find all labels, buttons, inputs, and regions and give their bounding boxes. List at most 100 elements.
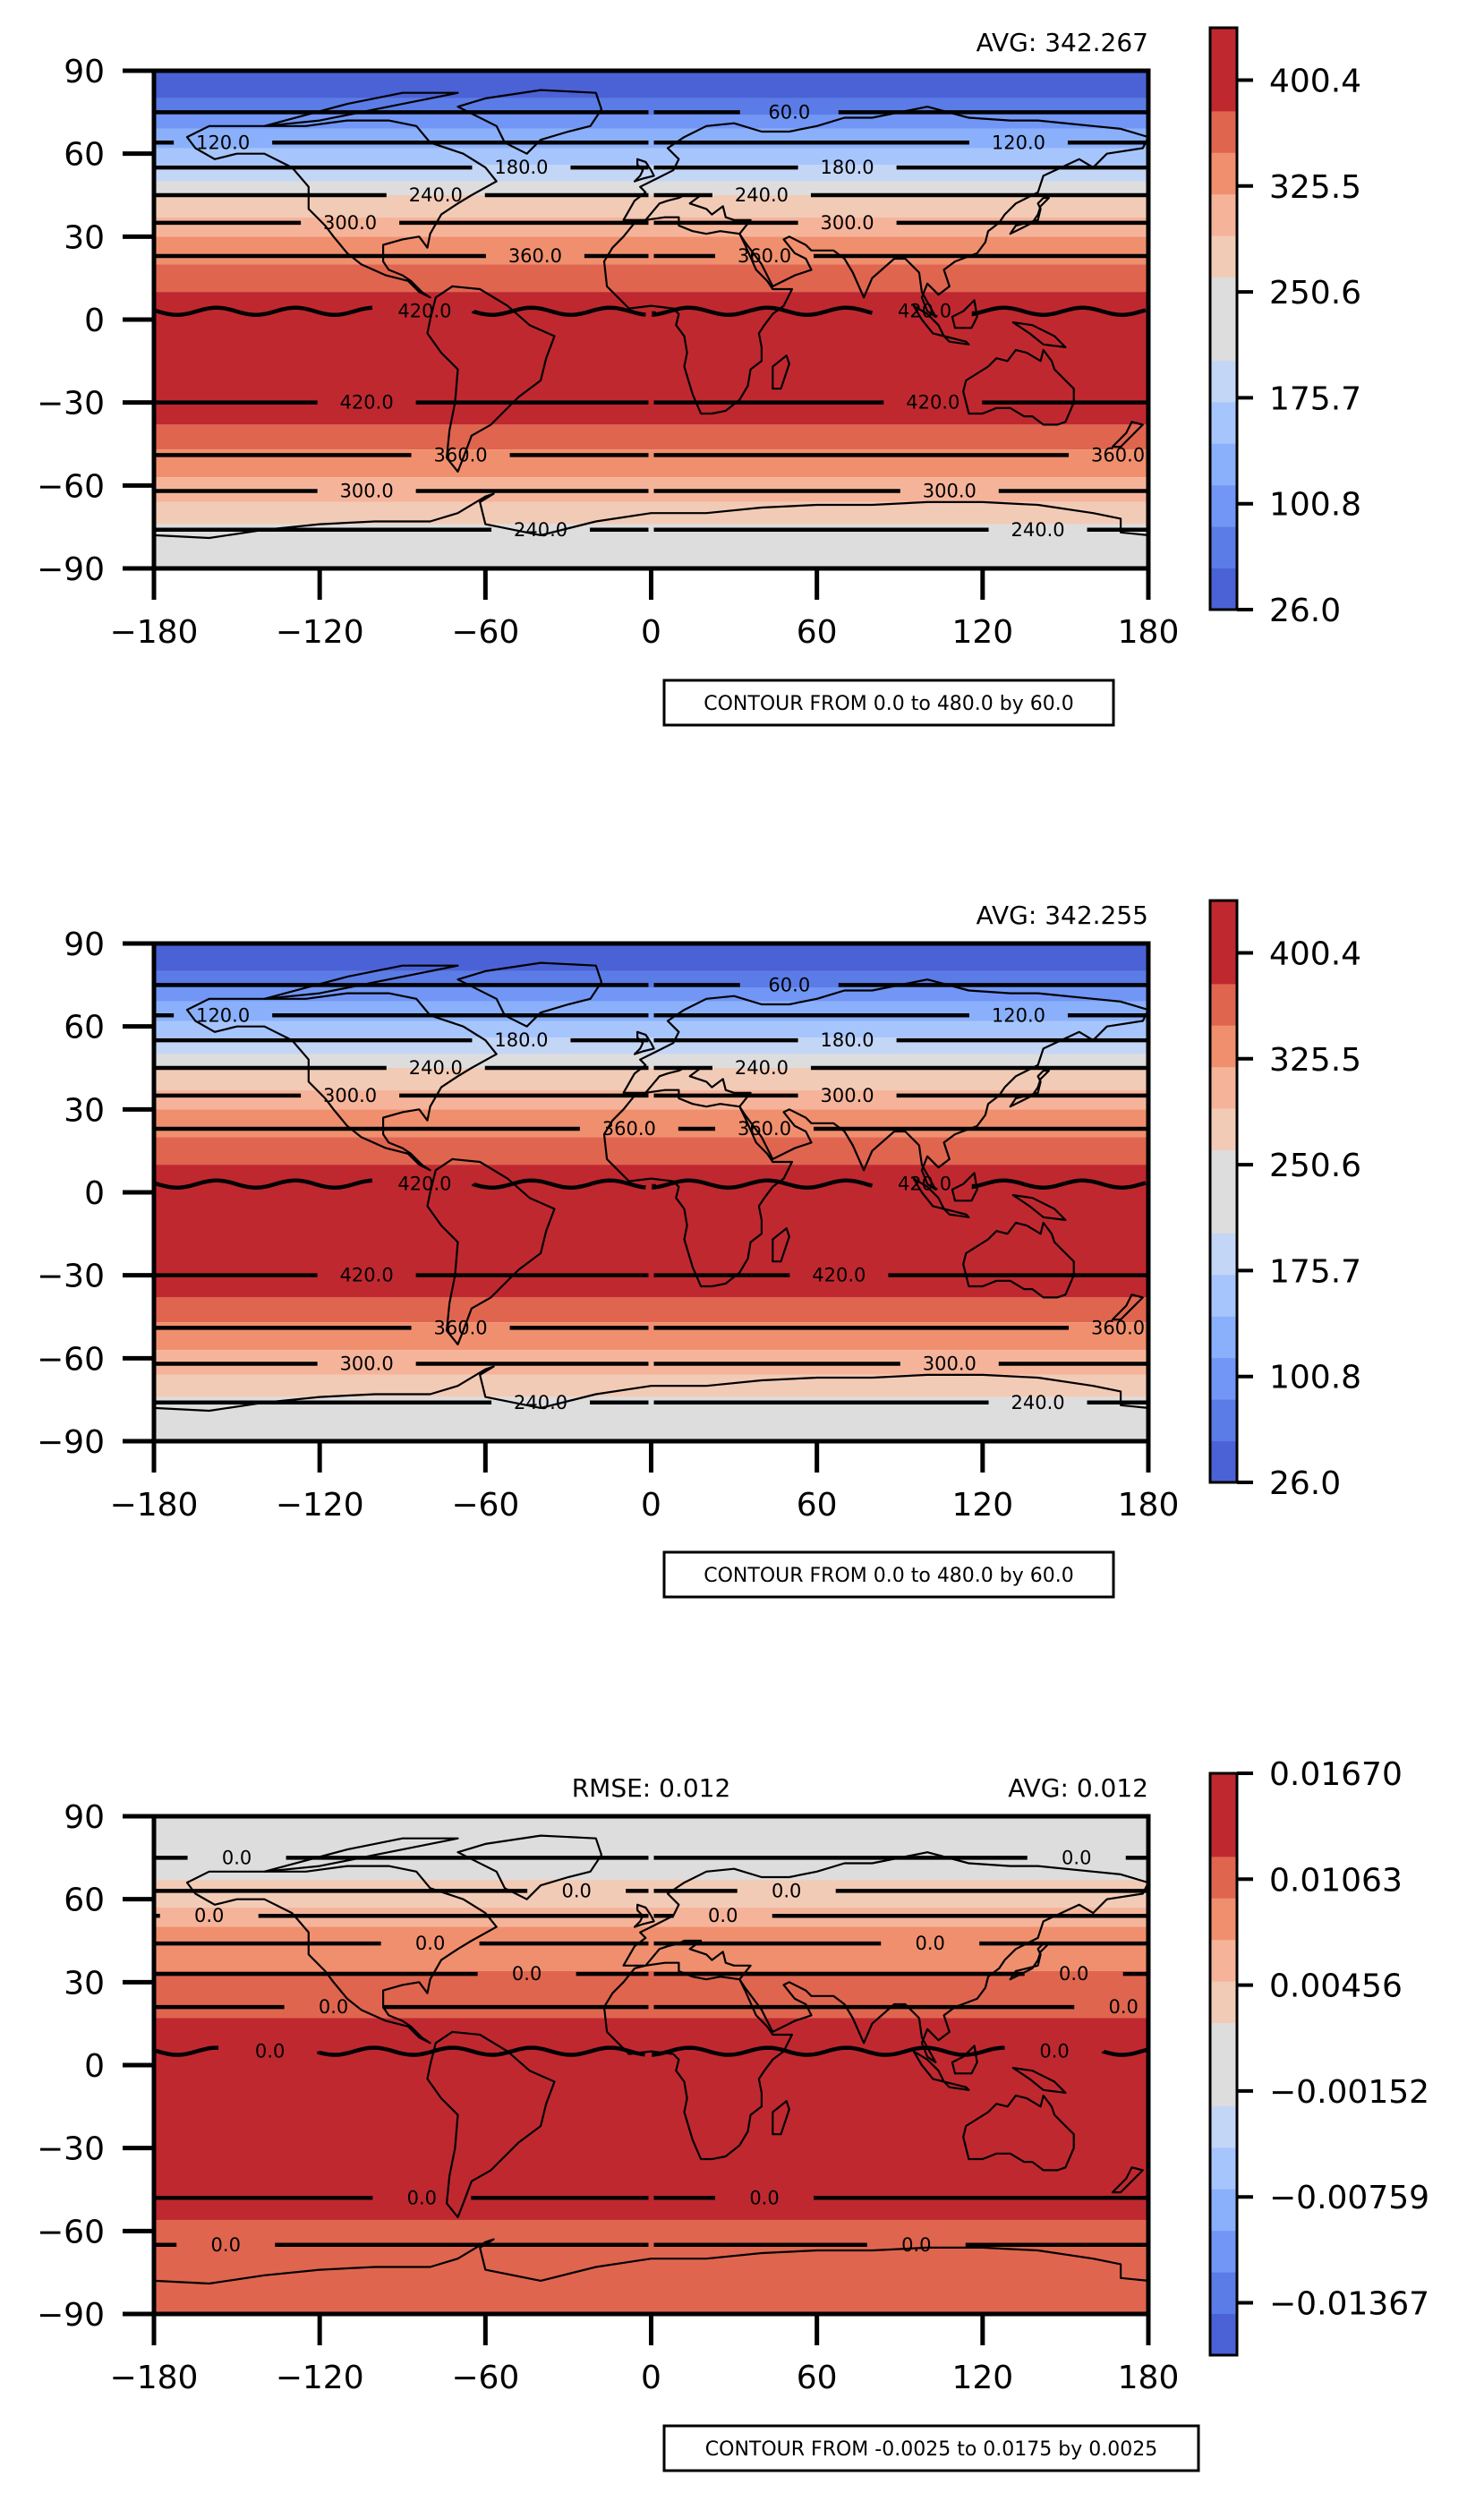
colorbar-segment bbox=[1210, 1440, 1237, 1483]
contour-band bbox=[154, 1054, 1148, 1068]
colorbar-segment bbox=[1210, 1274, 1237, 1317]
colorbar-segment bbox=[1210, 1316, 1237, 1359]
contour-label: 420.0 bbox=[340, 1265, 394, 1286]
contour-label: 60.0 bbox=[768, 974, 810, 995]
coastline bbox=[185, 992, 498, 1172]
contour-band bbox=[154, 943, 1148, 971]
y-tick-label: −60 bbox=[37, 1341, 105, 1378]
x-tick-label: 120 bbox=[951, 614, 1013, 651]
contour-label: 240.0 bbox=[409, 1057, 463, 1079]
contour-label: 0.0 bbox=[1062, 1847, 1091, 1868]
contour-label: 360.0 bbox=[433, 1317, 487, 1338]
contour-label: 0.0 bbox=[415, 1933, 445, 1954]
colorbar-segment bbox=[1210, 1025, 1237, 1068]
contour-label: 360.0 bbox=[738, 245, 791, 267]
colorbar-segment bbox=[1210, 901, 1237, 943]
colorbar-tick-label: 26.0 bbox=[1269, 1465, 1341, 1502]
plot-area: 60.0 120.0 120.0 180.0 180.0 240.0 240.0 300.0 3… bbox=[154, 943, 1148, 1441]
map-panel-3: 0.0 0.00.0 0.00.0 0.00.0 0.00.0 0.00.0 0.00.0 0… bbox=[37, 1756, 1429, 2472]
coastline bbox=[622, 978, 1148, 1191]
colorbar-segment bbox=[1210, 443, 1237, 486]
contour-label: 300.0 bbox=[821, 212, 874, 234]
colorbar-frame bbox=[1208, 26, 1239, 611]
contour-note-box bbox=[662, 1550, 1115, 1599]
colorbar-segment bbox=[1210, 1856, 1237, 1899]
contour-band bbox=[154, 236, 1148, 265]
colorbar-segment bbox=[1210, 2313, 1237, 2356]
colorbar-segment bbox=[1210, 1191, 1237, 1234]
avg-label: AVG: 342.267 bbox=[977, 28, 1148, 57]
plot-area: 60.0 120.0 120.0 180.0 180.0 240.0 240.0 300.0 3… bbox=[154, 71, 1148, 568]
contour-label: 420.0 bbox=[906, 392, 959, 414]
contour-label: 420.0 bbox=[397, 301, 451, 322]
x-tick-label: −60 bbox=[451, 614, 519, 651]
contour-label: 420.0 bbox=[340, 392, 394, 414]
colorbar-segment bbox=[1210, 360, 1237, 403]
contour-label: 360.0 bbox=[433, 444, 487, 465]
coastline bbox=[1011, 321, 1067, 348]
coastline bbox=[154, 2238, 1148, 2314]
contour-label: 240.0 bbox=[514, 519, 567, 541]
contour-label: 0.0 bbox=[749, 2187, 779, 2208]
coastline bbox=[942, 1208, 970, 1218]
contour-line bbox=[154, 2045, 218, 2057]
contour-line bbox=[652, 2045, 1005, 2057]
colorbar-segment bbox=[1210, 983, 1237, 1026]
colorbar-segment bbox=[1210, 1939, 1237, 1982]
coastline bbox=[456, 1834, 603, 1900]
contour-label: 300.0 bbox=[923, 481, 977, 502]
contour-label: 360.0 bbox=[602, 1118, 656, 1140]
contour-band bbox=[154, 1970, 1148, 2019]
coastline bbox=[633, 158, 655, 183]
coastline bbox=[1111, 421, 1144, 448]
contour-band bbox=[154, 148, 1148, 166]
coastline bbox=[185, 119, 498, 299]
contour-label: 420.0 bbox=[898, 1174, 951, 1195]
colorbar-segment bbox=[1210, 69, 1237, 112]
contour-label: 240.0 bbox=[1011, 519, 1064, 541]
y-tick-label: 30 bbox=[64, 1965, 105, 2002]
contour-label: 0.0 bbox=[512, 1963, 542, 1985]
coastline bbox=[951, 299, 978, 329]
contour-band bbox=[154, 71, 1148, 98]
colorbar-segment bbox=[1210, 2230, 1237, 2273]
colorbar-tick-label: −0.01367 bbox=[1269, 2286, 1429, 2323]
colorbar-segment bbox=[1210, 526, 1237, 569]
coastline bbox=[602, 1961, 793, 2161]
y-tick-label: −90 bbox=[37, 1424, 105, 1461]
contour-label: 240.0 bbox=[735, 1057, 789, 1079]
coastline bbox=[942, 335, 970, 346]
contour-label: 120.0 bbox=[196, 1004, 250, 1026]
coastline bbox=[456, 89, 603, 155]
colorbar-tick-label: −0.00152 bbox=[1269, 2074, 1429, 2111]
y-tick-label: 30 bbox=[64, 219, 105, 256]
coastline bbox=[772, 354, 790, 390]
colorbar-tick-label: 0.01670 bbox=[1269, 1756, 1403, 1793]
y-tick-label: −90 bbox=[37, 2297, 105, 2334]
y-tick-label: −60 bbox=[37, 468, 105, 505]
y-tick-label: 0 bbox=[84, 303, 105, 339]
colorbar-frame bbox=[1208, 899, 1239, 1484]
y-tick-label: 60 bbox=[64, 1010, 105, 1046]
y-tick-label: 60 bbox=[64, 137, 105, 174]
contour-label: 360.0 bbox=[1091, 1317, 1145, 1338]
contour-label: 420.0 bbox=[397, 1174, 451, 1195]
colorbar-segment bbox=[1210, 319, 1237, 361]
coastline bbox=[772, 2100, 790, 2136]
colorbar-segment bbox=[1210, 110, 1237, 153]
coastline bbox=[951, 1172, 978, 1202]
x-tick-label: −120 bbox=[276, 1487, 364, 1524]
contour-line bbox=[472, 1178, 646, 1190]
contour-label: 120.0 bbox=[992, 1004, 1045, 1026]
coastline bbox=[622, 1851, 1148, 2063]
colorbar-tick-label: 400.4 bbox=[1269, 64, 1361, 100]
contour-label: 180.0 bbox=[821, 157, 874, 178]
contour-line bbox=[652, 305, 874, 318]
contour-label: 240.0 bbox=[735, 184, 789, 206]
contour-band bbox=[154, 1109, 1148, 1138]
contour-label: 180.0 bbox=[494, 1029, 548, 1051]
contour-line bbox=[472, 305, 646, 317]
x-tick-label: 0 bbox=[641, 1487, 661, 1524]
colorbar-segment bbox=[1210, 2147, 1237, 2190]
avg-label: AVG: 0.012 bbox=[1008, 1773, 1148, 1803]
